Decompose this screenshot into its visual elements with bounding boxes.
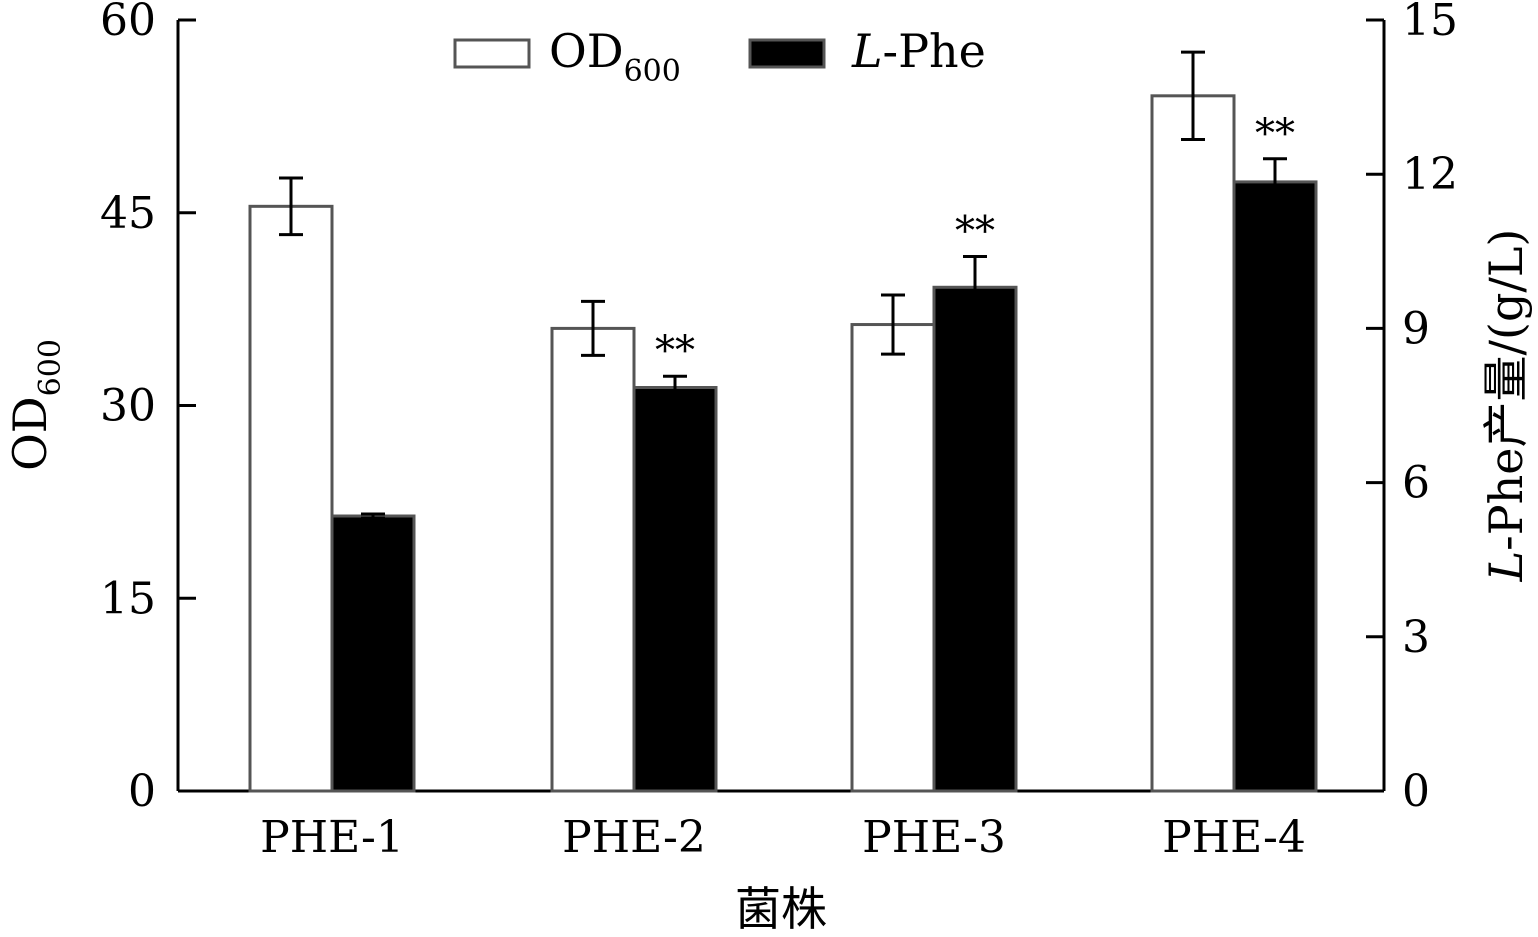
legend-label-lphe-italic: L [851, 24, 883, 78]
right-tick-label: 9 [1402, 303, 1430, 354]
left-tick-label: 15 [100, 573, 156, 624]
left-tick-label: 30 [100, 381, 156, 432]
right-tick-label: 0 [1402, 766, 1430, 817]
bar-series2-PHE-3 [932, 285, 1018, 793]
right-tick-label: 12 [1402, 149, 1458, 200]
left-axis-title-sub: 600 [33, 339, 68, 396]
significance-label: ** [655, 328, 695, 374]
legend-label-od600-main: OD [549, 24, 624, 78]
right-axis-title: L-Phe产量/(g/L) [1479, 229, 1533, 583]
bar-series2-PHE-1 [330, 514, 416, 793]
left-axis-title: OD600 [3, 339, 68, 471]
legend-label-od600: OD600 [549, 24, 681, 89]
left-axis-title-main: OD [3, 396, 57, 471]
legend-swatch-lphe [748, 38, 826, 69]
bar-series2-PHE-4 [1232, 180, 1318, 793]
right-tick-label: 3 [1402, 612, 1430, 663]
bar-series2-PHE-2 [632, 386, 718, 793]
category-label: PHE-3 [862, 812, 1006, 863]
right-axis-title-italic: L [1479, 551, 1533, 583]
right-tick-label: 6 [1402, 458, 1430, 509]
labels: ******PHE-1 PHE-2 PHE-3 PHE-4菌株OD600L-Phe产量… [3, 111, 1533, 936]
right-axis-title-rest: -Phe产量/(g/L) [1479, 229, 1533, 551]
right-tick-label: 15 [1402, 0, 1458, 46]
left-tick-label: 60 [100, 0, 156, 46]
legend-label-lphe-rest: -Phe [883, 24, 986, 78]
category-label: PHE-2 [562, 812, 706, 863]
left-tick-label: 0 [128, 766, 156, 817]
x-axis-title: 菌株 [735, 882, 827, 936]
bars [248, 94, 1318, 793]
significance-label: ** [955, 208, 995, 254]
bar-series1-PHE-4 [1150, 94, 1236, 793]
category-label: PHE-4 [1162, 812, 1306, 863]
bar-series1-PHE-2 [550, 326, 636, 793]
left-tick-label: 45 [100, 188, 156, 239]
significance-label: ** [1255, 111, 1295, 157]
legend-label-lphe: L-Phe [851, 24, 986, 78]
category-label: PHE-1 [260, 812, 404, 863]
legend-label-od600-sub: 600 [624, 54, 681, 89]
bar-series1-PHE-1 [248, 204, 334, 793]
error-bars [279, 50, 1287, 520]
legend: OD600 L-Phe [453, 24, 986, 89]
legend-swatch-od600 [453, 38, 531, 69]
bar-series1-PHE-3 [850, 323, 936, 793]
